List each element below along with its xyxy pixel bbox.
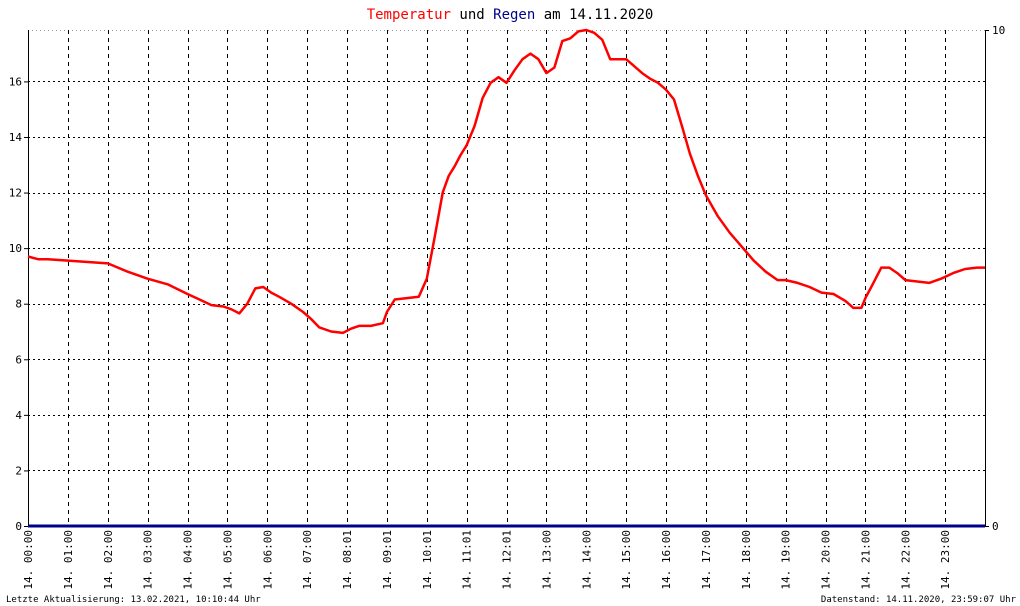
x-tick-label: 14. 21:00 <box>859 530 872 590</box>
x-tick-label: 14. 13:00 <box>540 530 553 590</box>
x-tick-label: 14. 04:00 <box>182 530 195 590</box>
temperature-series-line <box>27 28 985 335</box>
x-tick-label: 14. 05:00 <box>221 530 234 590</box>
title-date: am 14.11.2020 <box>535 7 653 23</box>
x-tick-label: 14. 01:00 <box>62 530 75 590</box>
x-tick-label: 14. 09:01 <box>381 530 394 590</box>
x-tick-label: 14. 14:00 <box>580 530 593 590</box>
title-temperature: Temperatur <box>367 7 451 23</box>
grid-lines <box>28 30 985 526</box>
y-left-tick-label: 4 <box>15 409 22 422</box>
y-left-tick-label: 16 <box>9 75 22 88</box>
x-tick-label: 14. 11:01 <box>461 530 474 590</box>
x-tick-label: 14. 23:00 <box>939 530 952 590</box>
y-left-tick-label: 8 <box>15 298 22 311</box>
y-left-tick-label: 6 <box>15 353 22 366</box>
x-tick-label: 14. 07:00 <box>301 530 314 590</box>
x-tick-label: 14. 16:00 <box>660 530 673 590</box>
y-axis-right: 0 10 <box>985 24 1005 533</box>
y-right-tick-label: 10 <box>992 24 1005 37</box>
footer-data-status: Datenstand: 14.11.2020, 23:59:07 Uhr <box>821 595 1017 605</box>
x-tick-label: 14. 03:00 <box>142 530 155 590</box>
series-layer <box>27 28 985 528</box>
x-tick-label: 14. 00:00 <box>22 530 35 590</box>
footer-last-update: Letzte Aktualisierung: 13.02.2021, 10:10… <box>6 595 261 605</box>
x-tick-label: 14. 08:01 <box>341 530 354 590</box>
x-tick-label: 14. 22:00 <box>899 530 912 590</box>
x-tick-label: 14. 17:00 <box>700 530 713 590</box>
chart-title: Temperatur und Regen am 14.11.2020 <box>367 7 654 23</box>
x-tick-label: 14. 19:00 <box>780 530 793 590</box>
y-right-tick-label: 0 <box>992 520 999 533</box>
x-tick-label: 14. 15:00 <box>620 530 633 590</box>
x-axis: 14. 00:00 14. 01:00 14. 02:00 14. 03:00 14. … <box>22 530 952 590</box>
y-left-tick-label: 14 <box>9 131 23 144</box>
x-tick-label: 14. 10:01 <box>421 530 434 590</box>
x-tick-label: 14. 20:00 <box>820 530 833 590</box>
title-rain: Regen <box>493 7 535 23</box>
y-left-tick-label: 2 <box>15 464 22 477</box>
y-axis-left: 0 2 4 6 8 10 12 14 16 <box>9 75 28 533</box>
x-tick-label: 14. 12:01 <box>501 530 514 590</box>
plot-frame <box>28 30 986 527</box>
y-left-tick-label: 12 <box>9 187 22 200</box>
y-left-tick-label: 0 <box>15 520 22 533</box>
x-tick-label: 14. 02:00 <box>102 530 115 590</box>
title-und: und <box>451 7 493 23</box>
y-left-tick-label: 10 <box>9 242 22 255</box>
x-tick-label: 14. 06:00 <box>261 530 274 590</box>
x-tick-label: 14. 18:00 <box>740 530 753 590</box>
